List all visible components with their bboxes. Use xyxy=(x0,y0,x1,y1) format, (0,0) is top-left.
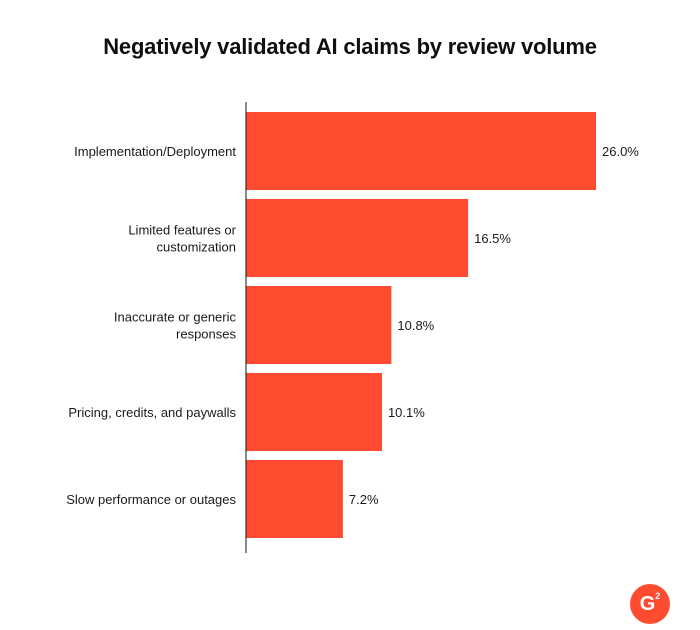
category-label-1-line-0: Limited features or xyxy=(128,223,236,238)
g2-logo-letter: G xyxy=(639,593,656,615)
value-label-4: 7.2% xyxy=(349,492,379,507)
value-labels-group: 26.0% 16.5% 10.8% 10.1% 7.2% xyxy=(349,144,639,507)
category-label-2: Inaccurate or generic responses xyxy=(114,310,237,342)
bars-group xyxy=(246,112,596,538)
category-label-1-line-1: customization xyxy=(157,240,236,255)
category-labels-group: Implementation/Deployment Limited feature… xyxy=(66,144,236,507)
category-label-4-line-0: Slow performance or outages xyxy=(66,492,236,507)
value-label-1: 16.5% xyxy=(474,231,511,246)
category-label-4: Slow performance or outages xyxy=(66,492,236,507)
value-label-3: 10.1% xyxy=(388,405,425,420)
category-label-2-line-0: Inaccurate or generic xyxy=(114,310,237,325)
category-label-3-line-0: Pricing, credits, and paywalls xyxy=(68,405,236,420)
category-label-0-line-0: Implementation/Deployment xyxy=(74,144,236,159)
category-label-1: Limited features or customization xyxy=(128,223,236,255)
category-label-3: Pricing, credits, and paywalls xyxy=(68,405,236,420)
bar-0 xyxy=(246,112,596,190)
bar-4 xyxy=(246,460,343,538)
value-label-2: 10.8% xyxy=(397,318,434,333)
chart-title: Negatively validated AI claims by review… xyxy=(103,34,597,59)
bar-2 xyxy=(246,286,392,364)
category-label-0: Implementation/Deployment xyxy=(74,144,236,159)
g2-logo-superscript: 2 xyxy=(655,591,661,601)
category-label-2-line-1: responses xyxy=(176,327,236,342)
bar-1 xyxy=(246,199,469,277)
bar-3 xyxy=(246,373,382,451)
value-label-0: 26.0% xyxy=(602,144,639,159)
